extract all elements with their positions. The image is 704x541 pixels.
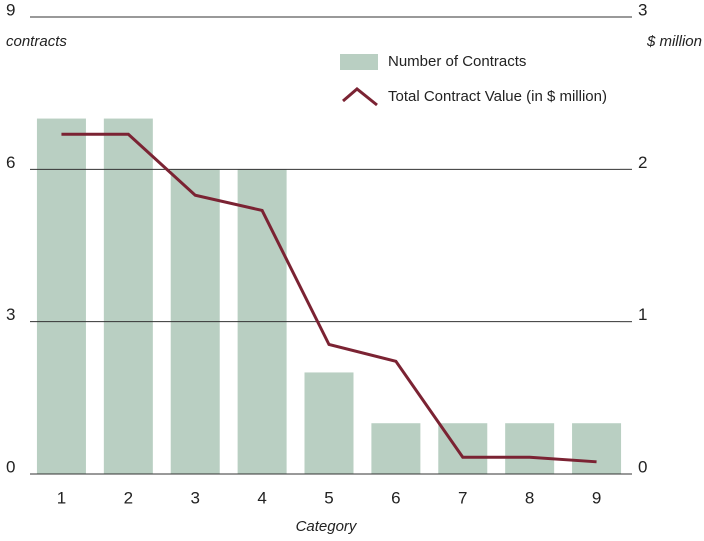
legend-label: Number of Contracts: [388, 53, 526, 70]
x-tick-label: 9: [592, 488, 601, 507]
bar: [304, 372, 354, 474]
y2-tick-label: 2: [638, 153, 647, 172]
x-tick-label: 3: [190, 488, 199, 507]
y-axis-label: contracts: [6, 33, 67, 50]
bar: [36, 118, 86, 475]
x-tick-label: 6: [391, 488, 400, 507]
y2-tick-label: 1: [638, 305, 647, 324]
legend-label: Total Contract Value (in $ million): [388, 88, 607, 105]
y-tick-label: 3: [6, 305, 15, 324]
x-tick-label: 2: [124, 488, 133, 507]
line: [61, 132, 597, 464]
y2-axis-label: $ million: [646, 33, 702, 50]
bar: [371, 423, 421, 474]
y-tick-label: 6: [6, 153, 15, 172]
bar: [505, 423, 555, 474]
bar: [103, 118, 153, 475]
x-axis-label: Category: [296, 518, 358, 535]
x-tick-label: 4: [257, 488, 266, 507]
x-tick-label: 7: [458, 488, 467, 507]
legend-swatch: [340, 54, 378, 70]
x-tick-label: 5: [324, 488, 333, 507]
bar: [572, 423, 622, 474]
y2-tick-label: 3: [638, 0, 647, 19]
y-tick-label: 9: [6, 0, 15, 19]
y-tick-label: 0: [6, 457, 15, 476]
legend-swatch: [342, 87, 378, 107]
y2-tick-label: 0: [638, 457, 647, 476]
x-tick-label: 8: [525, 488, 534, 507]
x-tick-label: 1: [57, 488, 66, 507]
